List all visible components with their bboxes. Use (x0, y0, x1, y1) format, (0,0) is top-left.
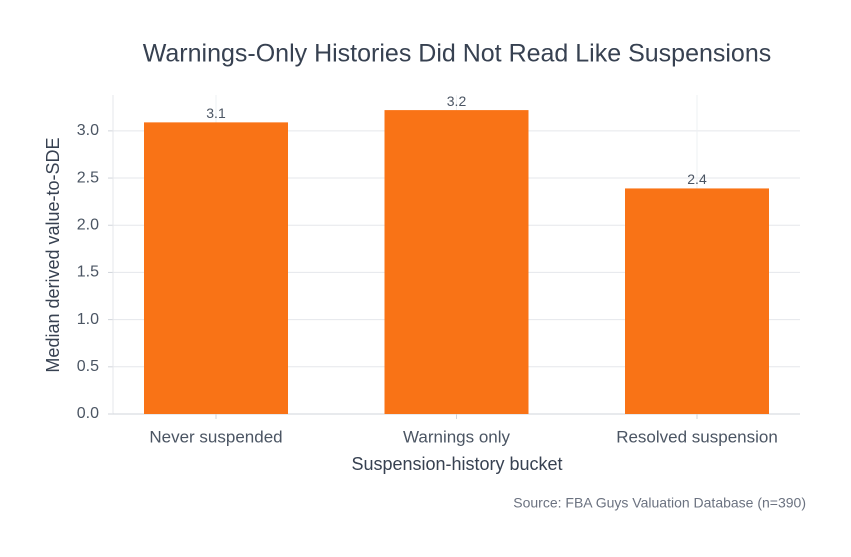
y-tick-label: 2.5 (77, 169, 99, 186)
x-axis-label: Suspension-history bucket (351, 454, 562, 474)
source-note: Source: FBA Guys Valuation Database (n=3… (513, 495, 806, 511)
y-tick-label: 2.0 (77, 216, 99, 233)
bar (384, 110, 529, 415)
y-axis-label: Median derived value-to-SDE (43, 137, 63, 372)
bar (625, 188, 769, 414)
x-tick-label: Resolved suspension (616, 427, 778, 446)
x-tick-label: Never suspended (149, 427, 282, 446)
y-tick-label: 0.5 (77, 358, 99, 375)
value-label: 2.4 (687, 171, 707, 187)
y-tick-label: 1.5 (77, 264, 99, 281)
y-tick-label: 1.0 (77, 311, 99, 328)
y-tick-label: 0.0 (77, 405, 99, 422)
y-tick-label: 3.0 (77, 122, 99, 139)
bar (144, 122, 288, 415)
chart-title: Warnings-Only Histories Did Not Read Lik… (143, 40, 772, 68)
value-label: 3.2 (447, 93, 467, 109)
x-tick-label: Warnings only (403, 427, 511, 446)
value-label: 3.1 (206, 105, 226, 121)
